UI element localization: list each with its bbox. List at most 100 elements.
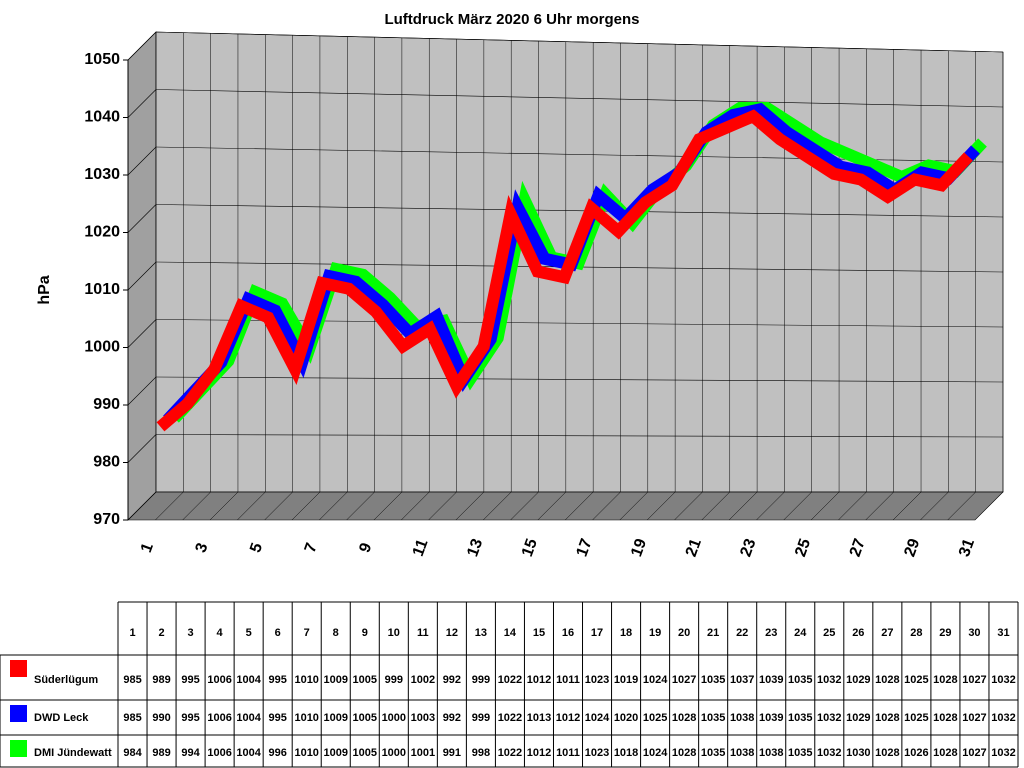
- x-tick-label: 15: [519, 537, 541, 560]
- table-value: 1023: [585, 674, 609, 686]
- table-header: 7: [304, 627, 310, 639]
- y-tick-label: 970: [93, 511, 120, 528]
- table-value: 1010: [294, 747, 318, 759]
- x-tick-label: 23: [737, 537, 759, 560]
- y-tick-label: 980: [93, 454, 120, 471]
- table-value: 1032: [817, 712, 841, 724]
- table-value: 1012: [527, 747, 551, 759]
- table-header: 27: [881, 627, 893, 639]
- floor-divider: [865, 491, 894, 521]
- table-value: 1028: [672, 747, 696, 759]
- table-value: 995: [181, 674, 199, 686]
- table-value: 1012: [556, 712, 580, 724]
- table-header: 26: [852, 627, 864, 639]
- table-value: 1035: [788, 674, 812, 686]
- table-value: 1035: [788, 747, 812, 759]
- table-value: 1025: [904, 674, 928, 686]
- grid-line: [155, 204, 1004, 218]
- table-header: 24: [794, 627, 807, 639]
- table-header: 31: [997, 627, 1009, 639]
- floor-divider: [783, 491, 812, 521]
- table-header: 25: [823, 627, 835, 639]
- x-tick-label: 21: [683, 537, 705, 560]
- table-value: 1027: [962, 674, 986, 686]
- table-value: 990: [152, 712, 170, 724]
- table-value: 1039: [759, 674, 783, 686]
- x-tick-label: 19: [628, 537, 650, 560]
- table-header: 4: [217, 627, 224, 639]
- table-value: 1029: [846, 712, 870, 724]
- x-tick-label: 25: [792, 537, 814, 560]
- table-header: 11: [417, 627, 429, 639]
- table-header: 23: [765, 627, 777, 639]
- table-value: 1011: [556, 747, 580, 759]
- table-header: 18: [620, 627, 632, 639]
- floor-divider: [892, 491, 922, 521]
- table-value: 1035: [701, 747, 725, 759]
- table-value: 1037: [730, 674, 754, 686]
- grid-line: [127, 31, 157, 61]
- x-tick-label: 3: [193, 541, 212, 555]
- table-value: 1000: [382, 712, 406, 724]
- table-value: 1032: [991, 712, 1015, 724]
- table-value: 1009: [323, 674, 347, 686]
- floor-divider: [483, 491, 512, 521]
- table-value: 1028: [933, 712, 957, 724]
- table-value: 1005: [353, 747, 377, 759]
- y-tick-label: 1010: [84, 281, 120, 298]
- table-value: 1009: [323, 747, 347, 759]
- table-header: 12: [446, 627, 458, 639]
- table-value: 1004: [236, 674, 261, 686]
- table-value: 1002: [411, 674, 435, 686]
- table-value: 1001: [411, 747, 435, 759]
- grid-line: [127, 491, 157, 521]
- table-value: 1032: [817, 747, 841, 759]
- x-tick-label: 1: [138, 541, 157, 555]
- table-value: 1022: [498, 712, 522, 724]
- table-header: 5: [246, 627, 252, 639]
- table-header: 1: [129, 627, 135, 639]
- grid-line: [127, 146, 157, 176]
- table-value: 1006: [207, 747, 231, 759]
- table-value: 1027: [962, 712, 986, 724]
- table-value: 1035: [701, 674, 725, 686]
- table-header: 30: [968, 627, 980, 639]
- floor-divider: [728, 491, 758, 521]
- table-value: 1035: [701, 712, 725, 724]
- legend-label: Süderlügum: [34, 674, 98, 686]
- table-header: 29: [939, 627, 951, 639]
- table-value: 991: [443, 747, 461, 759]
- grid-line: [127, 376, 157, 406]
- table-value: 1006: [207, 712, 231, 724]
- table-value: 1025: [643, 712, 667, 724]
- table-value: 1023: [585, 747, 609, 759]
- table-header: 20: [678, 627, 690, 639]
- x-tick-label: 11: [410, 537, 432, 559]
- table-value: 994: [181, 747, 200, 759]
- table-value: 1012: [527, 674, 551, 686]
- table-header: 14: [504, 627, 517, 639]
- chart-title: Luftdruck März 2020 6 Uhr morgens: [384, 11, 639, 28]
- table-value: 1027: [672, 674, 696, 686]
- grid-line: [127, 89, 157, 118]
- legend-swatch: [10, 705, 27, 722]
- table-header: 2: [158, 627, 164, 639]
- table-header: 9: [362, 627, 368, 639]
- floor-divider: [264, 491, 293, 521]
- grid-line: [127, 204, 157, 233]
- table-value: 984: [123, 747, 142, 759]
- table-header: 22: [736, 627, 748, 639]
- table-value: 1004: [236, 747, 261, 759]
- floor-divider: [674, 491, 703, 521]
- table-value: 1038: [730, 712, 754, 724]
- grid-line: [155, 31, 1004, 53]
- table-value: 999: [472, 674, 490, 686]
- table-value: 1005: [353, 712, 377, 724]
- floor-divider: [319, 491, 348, 521]
- x-tick-label: 27: [847, 537, 869, 560]
- table-value: 1032: [817, 674, 841, 686]
- y-tick-label: 1000: [84, 339, 120, 356]
- table-value: 1009: [323, 712, 347, 724]
- x-tick-label: 9: [356, 541, 375, 555]
